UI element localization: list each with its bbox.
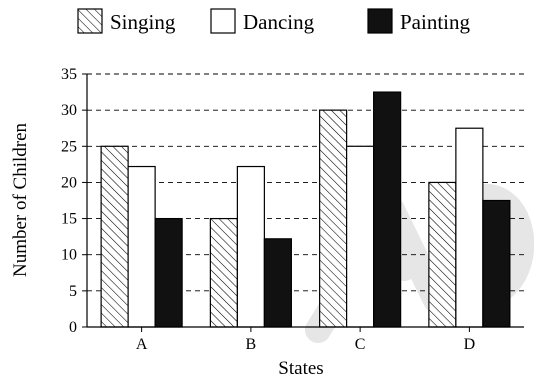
y-tick-label: 0: [69, 319, 77, 336]
legend-swatch-painting: [367, 8, 393, 34]
y-tick-label: 5: [69, 283, 77, 300]
legend-swatch-dancing: [210, 8, 236, 34]
bar-painting-d: [482, 199, 511, 328]
x-tick-label: A: [136, 336, 148, 353]
legend-label-dancing: Dancing: [243, 10, 315, 34]
x-axis-label: States: [278, 358, 323, 378]
bar-dancing-c: [346, 145, 375, 328]
y-tick-label: 20: [61, 174, 77, 191]
y-tick-label: 30: [61, 102, 77, 119]
bar-dancing-a: [127, 165, 156, 328]
bar-singing-b: [209, 217, 238, 328]
x-tick-label: C: [355, 336, 366, 353]
y-tick-label: 25: [61, 138, 77, 155]
y-axis-label: Number of Children: [10, 122, 31, 277]
bars: [100, 91, 511, 328]
x-tick-labels: A B C D: [136, 336, 475, 353]
y-tick-label: 10: [61, 247, 77, 264]
bar-singing-d: [428, 181, 457, 328]
bar-dancing-b: [236, 165, 265, 328]
bar-painting-a: [154, 217, 183, 328]
y-tick-label: 35: [61, 66, 77, 83]
bar-singing-c: [319, 109, 348, 328]
legend-label-painting: Painting: [400, 10, 471, 34]
x-tick-label: B: [246, 336, 257, 353]
axes: [86, 74, 524, 332]
bar-painting-b: [263, 238, 292, 328]
legend-label-singing: Singing: [110, 10, 176, 34]
y-tick-labels: 0 5 10 15 20 25 30 35: [61, 66, 77, 336]
bar-dancing-d: [455, 127, 484, 328]
legend: Singing Dancing Painting: [77, 8, 471, 34]
bar-painting-c: [373, 91, 402, 328]
y-tick-label: 15: [61, 211, 77, 228]
bar-singing-a: [100, 145, 129, 328]
legend-swatch-singing: [77, 8, 103, 34]
x-tick-label: D: [464, 336, 476, 353]
